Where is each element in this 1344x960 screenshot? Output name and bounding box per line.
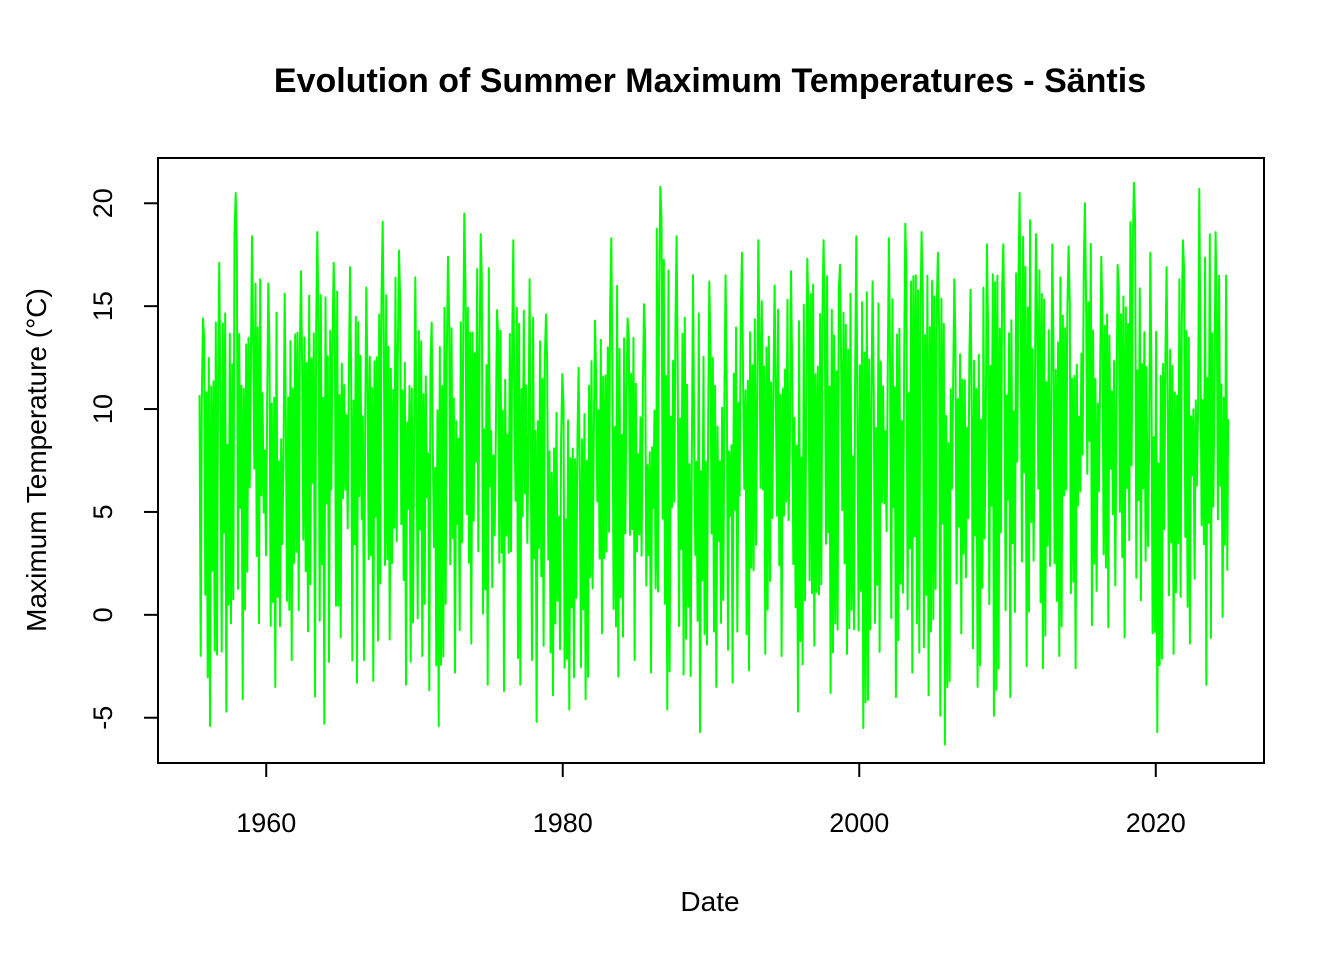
y-axis-label: Maximum Temperature (°C)	[21, 288, 52, 632]
y-tick-label: -5	[88, 706, 118, 730]
series-line-temperature	[198, 181, 1230, 746]
y-tick-label: 5	[88, 504, 118, 519]
x-tick-label: 2000	[829, 808, 889, 838]
x-tick-label: 2020	[1126, 808, 1186, 838]
plot-frame	[157, 157, 1265, 764]
chart-title: Evolution of Summer Maximum Temperatures…	[274, 62, 1146, 100]
y-tick-label: 10	[88, 394, 118, 424]
y-axis: -5 0 5 10 15 20	[88, 188, 158, 730]
x-axis-label: Date	[680, 886, 739, 917]
y-tick-label: 15	[88, 291, 118, 321]
x-axis: 1960 1980 2000 2020	[236, 763, 1186, 838]
y-tick-label: 20	[88, 188, 118, 218]
x-tick-label: 1960	[236, 808, 296, 838]
series-layer	[198, 181, 1230, 746]
x-tick-label: 1980	[533, 808, 593, 838]
y-tick-label: 0	[88, 607, 118, 622]
